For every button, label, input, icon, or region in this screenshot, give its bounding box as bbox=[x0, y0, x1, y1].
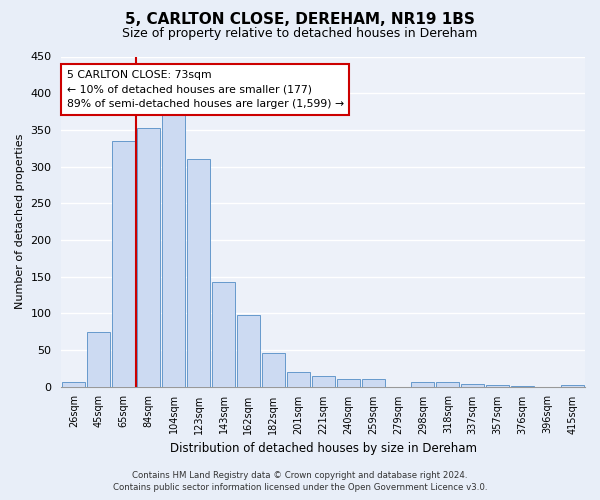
Bar bbox=[337, 378, 359, 386]
Bar bbox=[88, 332, 110, 386]
Bar bbox=[412, 382, 434, 386]
Bar bbox=[262, 353, 285, 386]
Bar bbox=[436, 382, 460, 386]
Bar bbox=[362, 380, 385, 386]
Bar bbox=[237, 315, 260, 386]
Bar bbox=[62, 382, 85, 386]
Bar bbox=[461, 384, 484, 386]
Bar bbox=[187, 159, 210, 386]
Bar bbox=[287, 372, 310, 386]
Bar bbox=[486, 385, 509, 386]
Bar bbox=[162, 115, 185, 386]
Bar bbox=[312, 376, 335, 386]
Text: 5, CARLTON CLOSE, DEREHAM, NR19 1BS: 5, CARLTON CLOSE, DEREHAM, NR19 1BS bbox=[125, 12, 475, 28]
Bar bbox=[137, 128, 160, 386]
Text: Size of property relative to detached houses in Dereham: Size of property relative to detached ho… bbox=[122, 28, 478, 40]
Bar bbox=[561, 385, 584, 386]
Text: Contains HM Land Registry data © Crown copyright and database right 2024.
Contai: Contains HM Land Registry data © Crown c… bbox=[113, 471, 487, 492]
Bar bbox=[212, 282, 235, 387]
X-axis label: Distribution of detached houses by size in Dereham: Distribution of detached houses by size … bbox=[170, 442, 477, 455]
Bar bbox=[112, 141, 135, 386]
Y-axis label: Number of detached properties: Number of detached properties bbox=[15, 134, 25, 310]
Text: 5 CARLTON CLOSE: 73sqm
← 10% of detached houses are smaller (177)
89% of semi-de: 5 CARLTON CLOSE: 73sqm ← 10% of detached… bbox=[67, 70, 344, 110]
